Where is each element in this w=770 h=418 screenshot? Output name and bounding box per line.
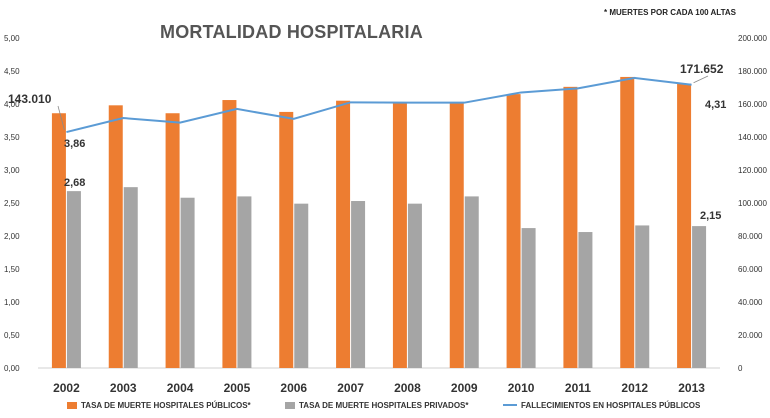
bar-public-2008 [392, 102, 407, 369]
y-left-tick-label: 5,00 [4, 34, 20, 43]
x-tick-label: 2011 [565, 381, 591, 395]
x-tick-label: 2009 [451, 381, 478, 395]
bar-private-2008 [407, 203, 422, 368]
bar-private-2007 [351, 201, 366, 368]
bar-public-2002 [51, 113, 66, 369]
data-label-private-2013: 2,15 [700, 210, 721, 222]
bar-public-2006 [279, 111, 294, 369]
x-tick-label: 2010 [508, 381, 535, 395]
y-right-tick-label: 180.000 [738, 67, 767, 76]
x-tick-label: 2013 [678, 381, 705, 395]
chart-note: * MUERTES POR CADA 100 ALTAS [603, 8, 736, 17]
x-tick-label: 2003 [110, 381, 137, 395]
y-left-tick-label: 1,50 [4, 265, 20, 274]
y-right-tick-label: 60.000 [738, 265, 763, 274]
bar-public-2011 [563, 86, 578, 368]
bar-public-2009 [449, 102, 464, 369]
data-label-deaths-2002: 143.010 [8, 92, 52, 106]
bar-private-2002 [66, 191, 81, 368]
x-tick-label: 2004 [167, 381, 194, 395]
data-label-private-2002: 2,68 [64, 177, 85, 189]
y-right-tick-label: 0 [738, 364, 743, 373]
bar-private-2010 [521, 228, 536, 368]
data-label-deaths-2013: 171.652 [680, 62, 724, 76]
y-right-tick-label: 40.000 [738, 298, 763, 307]
legend-label-deaths: FALLECIMIENTOS EN HOSPITALES PÚBLICOS [521, 401, 701, 410]
y-right-tick-label: 140.000 [738, 133, 767, 142]
legend-swatch-public [67, 402, 77, 409]
chart-title: MORTALIDAD HOSPITALARIA [160, 22, 423, 42]
y-left-tick-label: 1,00 [4, 298, 20, 307]
bar-private-2013 [692, 226, 707, 368]
y-right-tick-label: 160.000 [738, 100, 767, 109]
bar-public-2010 [506, 94, 521, 368]
bar-public-2013 [677, 83, 692, 368]
y-left-tick-label: 4,50 [4, 67, 20, 76]
bar-private-2004 [180, 197, 195, 368]
y-right-tick-label: 120.000 [738, 166, 767, 175]
y-left-tick-label: 3,00 [4, 166, 20, 175]
bar-private-2009 [464, 196, 479, 368]
x-tick-label: 2005 [224, 381, 251, 395]
bar-private-2011 [578, 232, 593, 368]
line-deaths-public [66, 76, 692, 134]
legend-label-public: TASA DE MUERTE HOSPITALES PÚBLICOS* [81, 401, 252, 410]
data-label-leader [693, 75, 709, 84]
y-left-tick-label: 0,50 [4, 331, 20, 340]
data-label-public-2013: 4,31 [705, 99, 726, 111]
bar-private-2006 [294, 203, 309, 368]
bar-public-2004 [165, 113, 180, 369]
x-tick-label: 2012 [621, 381, 648, 395]
y-right-tick-label: 200.000 [738, 34, 767, 43]
data-label-leader [57, 105, 65, 131]
y-right-tick-label: 20.000 [738, 331, 763, 340]
y-right-tick-label: 100.000 [738, 199, 767, 208]
x-tick-label: 2008 [394, 381, 421, 395]
bar-public-2012 [620, 76, 635, 368]
y-left-tick-label: 4,00 [4, 100, 20, 109]
y-right-tick-label: 80.000 [738, 232, 763, 241]
bar-public-2003 [108, 105, 123, 368]
y-left-tick-label: 0,00 [4, 364, 20, 373]
x-tick-label: 2006 [280, 381, 307, 395]
y-left-tick-label: 2,50 [4, 199, 20, 208]
x-tick-label: 2007 [337, 381, 364, 395]
x-tick-label: 2002 [53, 381, 80, 395]
legend-swatch-private [285, 402, 295, 409]
bar-private-2003 [123, 187, 138, 368]
y-left-tick-label: 3,50 [4, 133, 20, 142]
bar-private-2005 [237, 196, 252, 368]
bar-public-2005 [222, 100, 237, 368]
bar-private-2012 [635, 225, 650, 368]
bar-public-2007 [336, 100, 351, 368]
legend-label-private: TASA DE MUERTE HOSPITALES PRIVADOS* [299, 401, 469, 410]
y-left-tick-label: 2,00 [4, 232, 20, 241]
data-label-public-2002: 3,86 [64, 138, 85, 150]
